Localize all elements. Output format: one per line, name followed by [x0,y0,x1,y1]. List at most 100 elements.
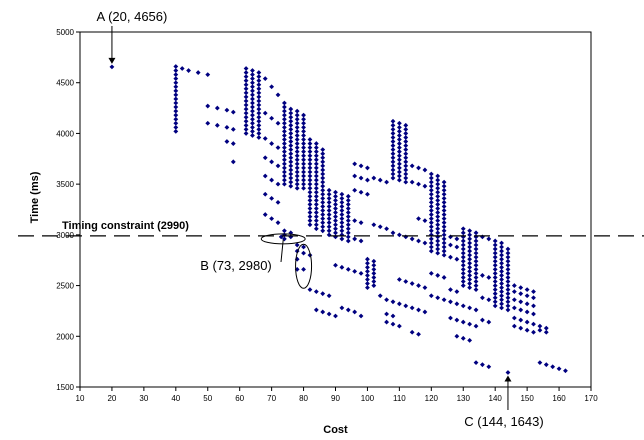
data-point [467,264,473,270]
data-point [313,177,319,183]
x-tick-label: 90 [331,394,340,403]
data-point [256,118,262,124]
data-point [250,80,255,86]
data-point [396,120,402,126]
timing-constraint-label: Timing constraint (2990) [62,220,189,232]
data-point [288,183,294,189]
data-point [307,173,313,179]
data-point [352,173,358,179]
data-point [358,175,364,181]
data-point [339,200,345,205]
data-point [320,187,326,193]
data-point [352,218,358,224]
data-point [333,189,338,195]
data-point [473,230,479,236]
data-point [358,238,364,244]
data-point [505,246,511,252]
data-point [275,200,281,205]
data-point [288,179,294,185]
data-point [288,159,294,165]
data-point [428,175,434,181]
data-point [531,289,536,295]
data-point [205,103,211,109]
data-point [492,262,498,268]
data-point [256,74,262,80]
data-point [505,283,511,288]
data-point [473,254,479,260]
data-point [441,208,447,213]
data-point [320,309,326,315]
data-point [256,98,262,104]
data-point [250,104,255,110]
data-point [486,236,492,242]
data-point [333,262,338,268]
data-point [409,281,415,286]
data-point [505,271,511,276]
data-point [518,291,524,297]
data-point [243,126,249,132]
data-point [460,250,466,256]
data-point [301,157,306,163]
data-point [320,200,326,205]
data-point [358,313,364,319]
data-point [250,108,255,114]
data-point [467,305,473,311]
data-point [294,177,300,183]
annotation-a-arrowhead [108,57,116,64]
data-point [377,177,383,183]
data-point [173,129,179,134]
data-point [403,126,409,132]
data-point [224,124,230,130]
data-point [467,228,473,234]
data-point [313,161,319,167]
data-point [473,266,479,272]
data-point [294,153,300,159]
data-point [454,333,460,339]
data-point [422,285,428,290]
data-point [428,200,434,205]
data-point [288,155,294,161]
data-point [282,133,287,138]
data-point [256,86,262,92]
data-point [505,275,511,280]
data-point [224,107,230,113]
y-tick-label: 4000 [56,129,74,138]
data-point [531,303,536,309]
data-point [396,169,402,175]
data-point [288,126,294,132]
data-point [473,250,479,256]
data-point [460,275,466,280]
data-point [403,279,409,284]
data-point [403,151,409,157]
data-point [460,283,466,288]
data-point [505,303,511,309]
data-point [301,266,306,272]
data-point [345,197,351,203]
data-point [441,200,447,205]
data-point [473,258,479,264]
data-point [243,86,249,92]
x-tick-label: 130 [457,394,471,403]
data-point [428,208,434,213]
data-point [537,360,543,366]
data-point [250,72,255,77]
data-point [282,145,287,151]
data-point [396,153,402,159]
data-point [435,197,441,203]
data-point [435,226,441,232]
data-point [511,315,517,321]
data-point [294,124,300,130]
data-point [428,195,434,201]
x-axis: 10 20 30 40 50 60 70 80 90 100 110 120 130 140 150 160 1… [76,387,598,403]
data-point [320,155,326,161]
data-point [288,171,294,177]
data-point [250,76,255,82]
data-point [320,147,326,153]
data-point [301,129,306,134]
data-point [269,141,275,146]
data-point [313,222,319,228]
data-point [282,177,287,183]
data-point [109,64,115,70]
data-point [243,106,249,112]
